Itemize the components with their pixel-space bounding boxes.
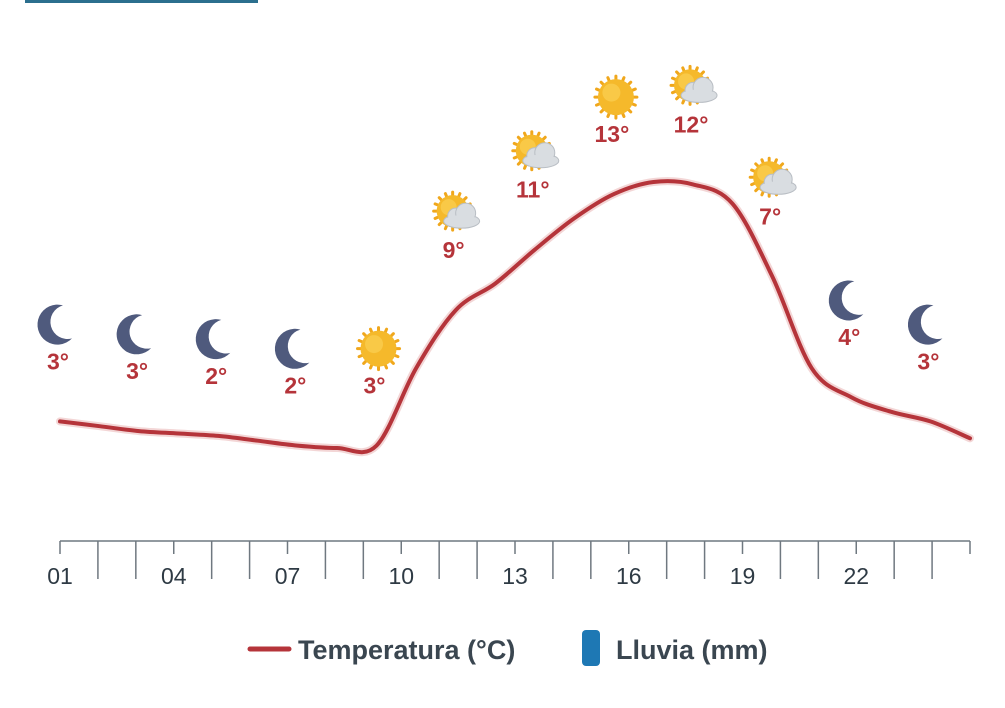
cloud-shape [680, 76, 718, 103]
moon-shape [828, 280, 864, 321]
temperature-line [58, 179, 972, 455]
moon-icon [828, 280, 864, 321]
legend: Temperatura (°C) Lluvia (mm) [247, 630, 768, 666]
x-tick-label: 22 [843, 563, 869, 589]
moon-shape [116, 314, 152, 355]
temperature-label: 12° [674, 111, 709, 137]
sun-cloud-icon [511, 130, 560, 172]
temperature-label: 3° [126, 358, 148, 384]
moon-icon [116, 314, 152, 355]
temperature-label: 2° [284, 373, 306, 399]
cloud-shape [759, 168, 797, 195]
legend-temperature-label: Temperatura (°C) [298, 635, 515, 665]
sun-cloud-icon [748, 156, 797, 198]
cloud-shape [522, 142, 560, 169]
temperature-label: 4° [838, 324, 860, 350]
cloud-shape [443, 202, 481, 229]
temperature-label: 3° [47, 348, 69, 374]
moon-shape [274, 328, 310, 369]
moon-shape [907, 304, 943, 345]
x-axis: 01 04 07 10 13 16 19 22 [47, 540, 971, 589]
temperature-label: 3° [364, 373, 386, 399]
weather-icons [37, 64, 943, 372]
temperature-label: 7° [759, 203, 781, 229]
legend-rain-swatch [582, 630, 600, 666]
temperature-label: 13° [595, 121, 630, 147]
x-tick-label: 01 [47, 563, 73, 589]
temperature-line-halo [56, 177, 974, 457]
x-tick-label: 13 [502, 563, 528, 589]
x-tick-label: 07 [275, 563, 301, 589]
header-accent-bar [25, 0, 258, 3]
moon-icon [195, 319, 231, 360]
temperature-series [56, 177, 974, 457]
x-tick-label: 16 [616, 563, 642, 589]
sun-icon [356, 326, 402, 372]
temperature-label: 11° [516, 177, 550, 203]
temperature-labels: 3° 3° 2° 2° 3° 9° 11° 13° 12° 7° 4° 3° [47, 111, 939, 398]
x-tick-label: 19 [730, 563, 756, 589]
moon-icon [37, 304, 72, 345]
temperature-label: 3° [917, 348, 939, 374]
x-tick-label: 04 [161, 563, 187, 589]
moon-icon [907, 304, 943, 345]
sun-icon [593, 74, 639, 120]
legend-rain-label: Lluvia (mm) [616, 635, 768, 665]
moon-shape [195, 319, 231, 360]
sun-cloud-icon [432, 190, 481, 232]
x-tick-label: 10 [388, 563, 414, 589]
temperature-label: 9° [443, 237, 465, 263]
temperature-label: 2° [205, 363, 227, 389]
moon-icon [274, 328, 310, 369]
sun-cloud-icon [669, 64, 718, 106]
moon-shape [37, 304, 72, 345]
